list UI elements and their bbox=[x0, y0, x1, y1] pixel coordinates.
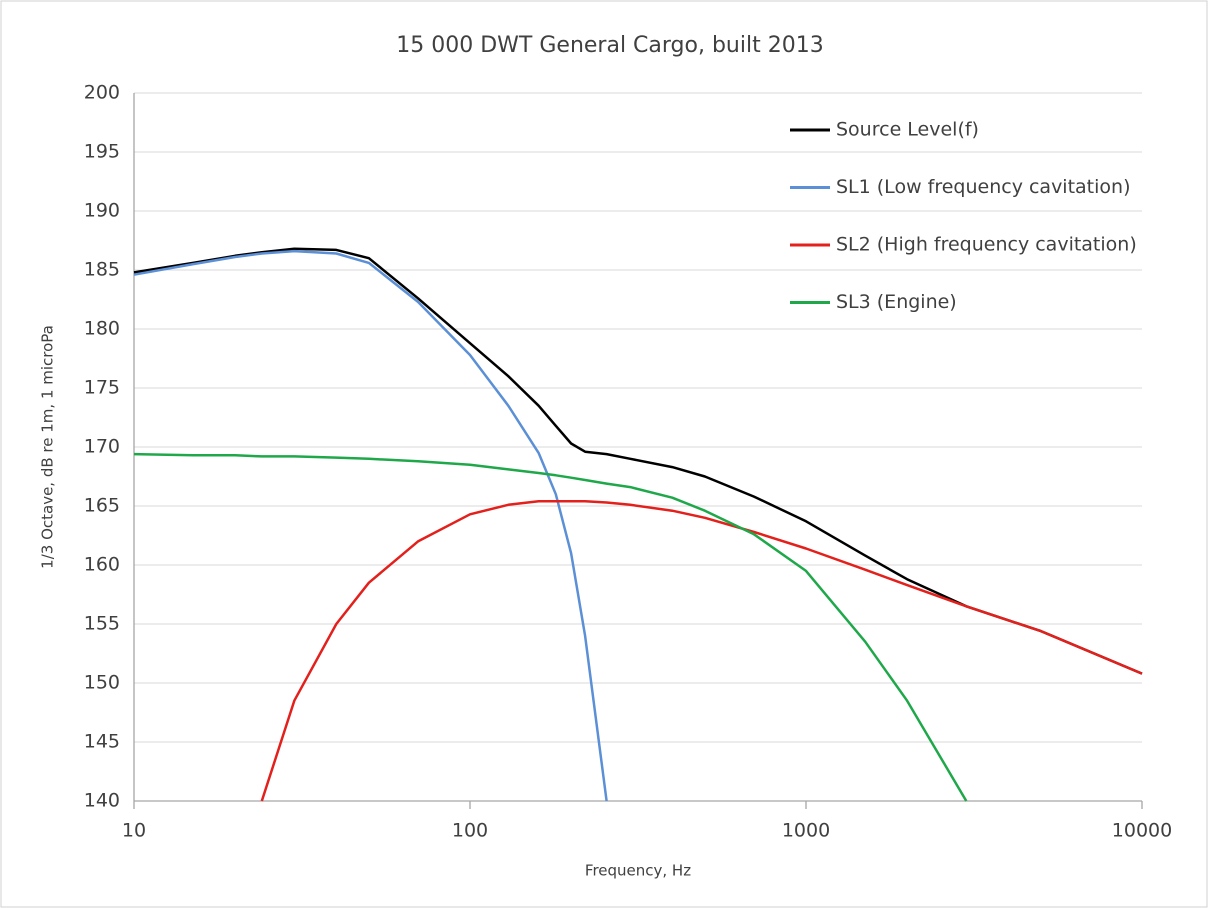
y-tick-label: 165 bbox=[84, 495, 120, 517]
x-tick-label: 10000 bbox=[1112, 820, 1172, 842]
y-axis-label: 1/3 Octave, dB re 1m, 1 microPa bbox=[39, 325, 57, 569]
y-tick-label: 175 bbox=[84, 377, 120, 399]
y-tick-label: 155 bbox=[84, 613, 120, 635]
series-line bbox=[133, 247, 1143, 675]
x-axis-label: Frequency, Hz bbox=[585, 862, 691, 880]
x-tick-label: 1000 bbox=[782, 820, 830, 842]
y-tick-label: 145 bbox=[84, 731, 120, 753]
y-tick-label: 185 bbox=[84, 259, 120, 281]
y-tick-label: 200 bbox=[84, 82, 120, 104]
chart-title: 15 000 DWT General Cargo, built 2013 bbox=[396, 33, 823, 58]
y-tick-label: 150 bbox=[84, 672, 120, 694]
y-tick-label: 180 bbox=[84, 318, 120, 340]
x-tick-label: 100 bbox=[452, 820, 488, 842]
legend-label: Source Level(f) bbox=[836, 119, 979, 141]
series-line bbox=[133, 249, 608, 802]
series-line bbox=[260, 500, 1143, 802]
y-tick-label: 170 bbox=[84, 436, 120, 458]
legend-label: SL2 (High frequency cavitation) bbox=[836, 234, 1137, 256]
legend-label: SL3 (Engine) bbox=[836, 291, 957, 313]
y-tick-label: 190 bbox=[84, 200, 120, 222]
x-tick-label: 10 bbox=[122, 820, 146, 842]
series-line bbox=[133, 452, 968, 802]
y-tick-label: 195 bbox=[84, 141, 120, 163]
y-tick-label: 160 bbox=[84, 554, 120, 576]
y-tick-label: 140 bbox=[84, 790, 120, 812]
legend-label: SL1 (Low frequency cavitation) bbox=[836, 176, 1131, 198]
